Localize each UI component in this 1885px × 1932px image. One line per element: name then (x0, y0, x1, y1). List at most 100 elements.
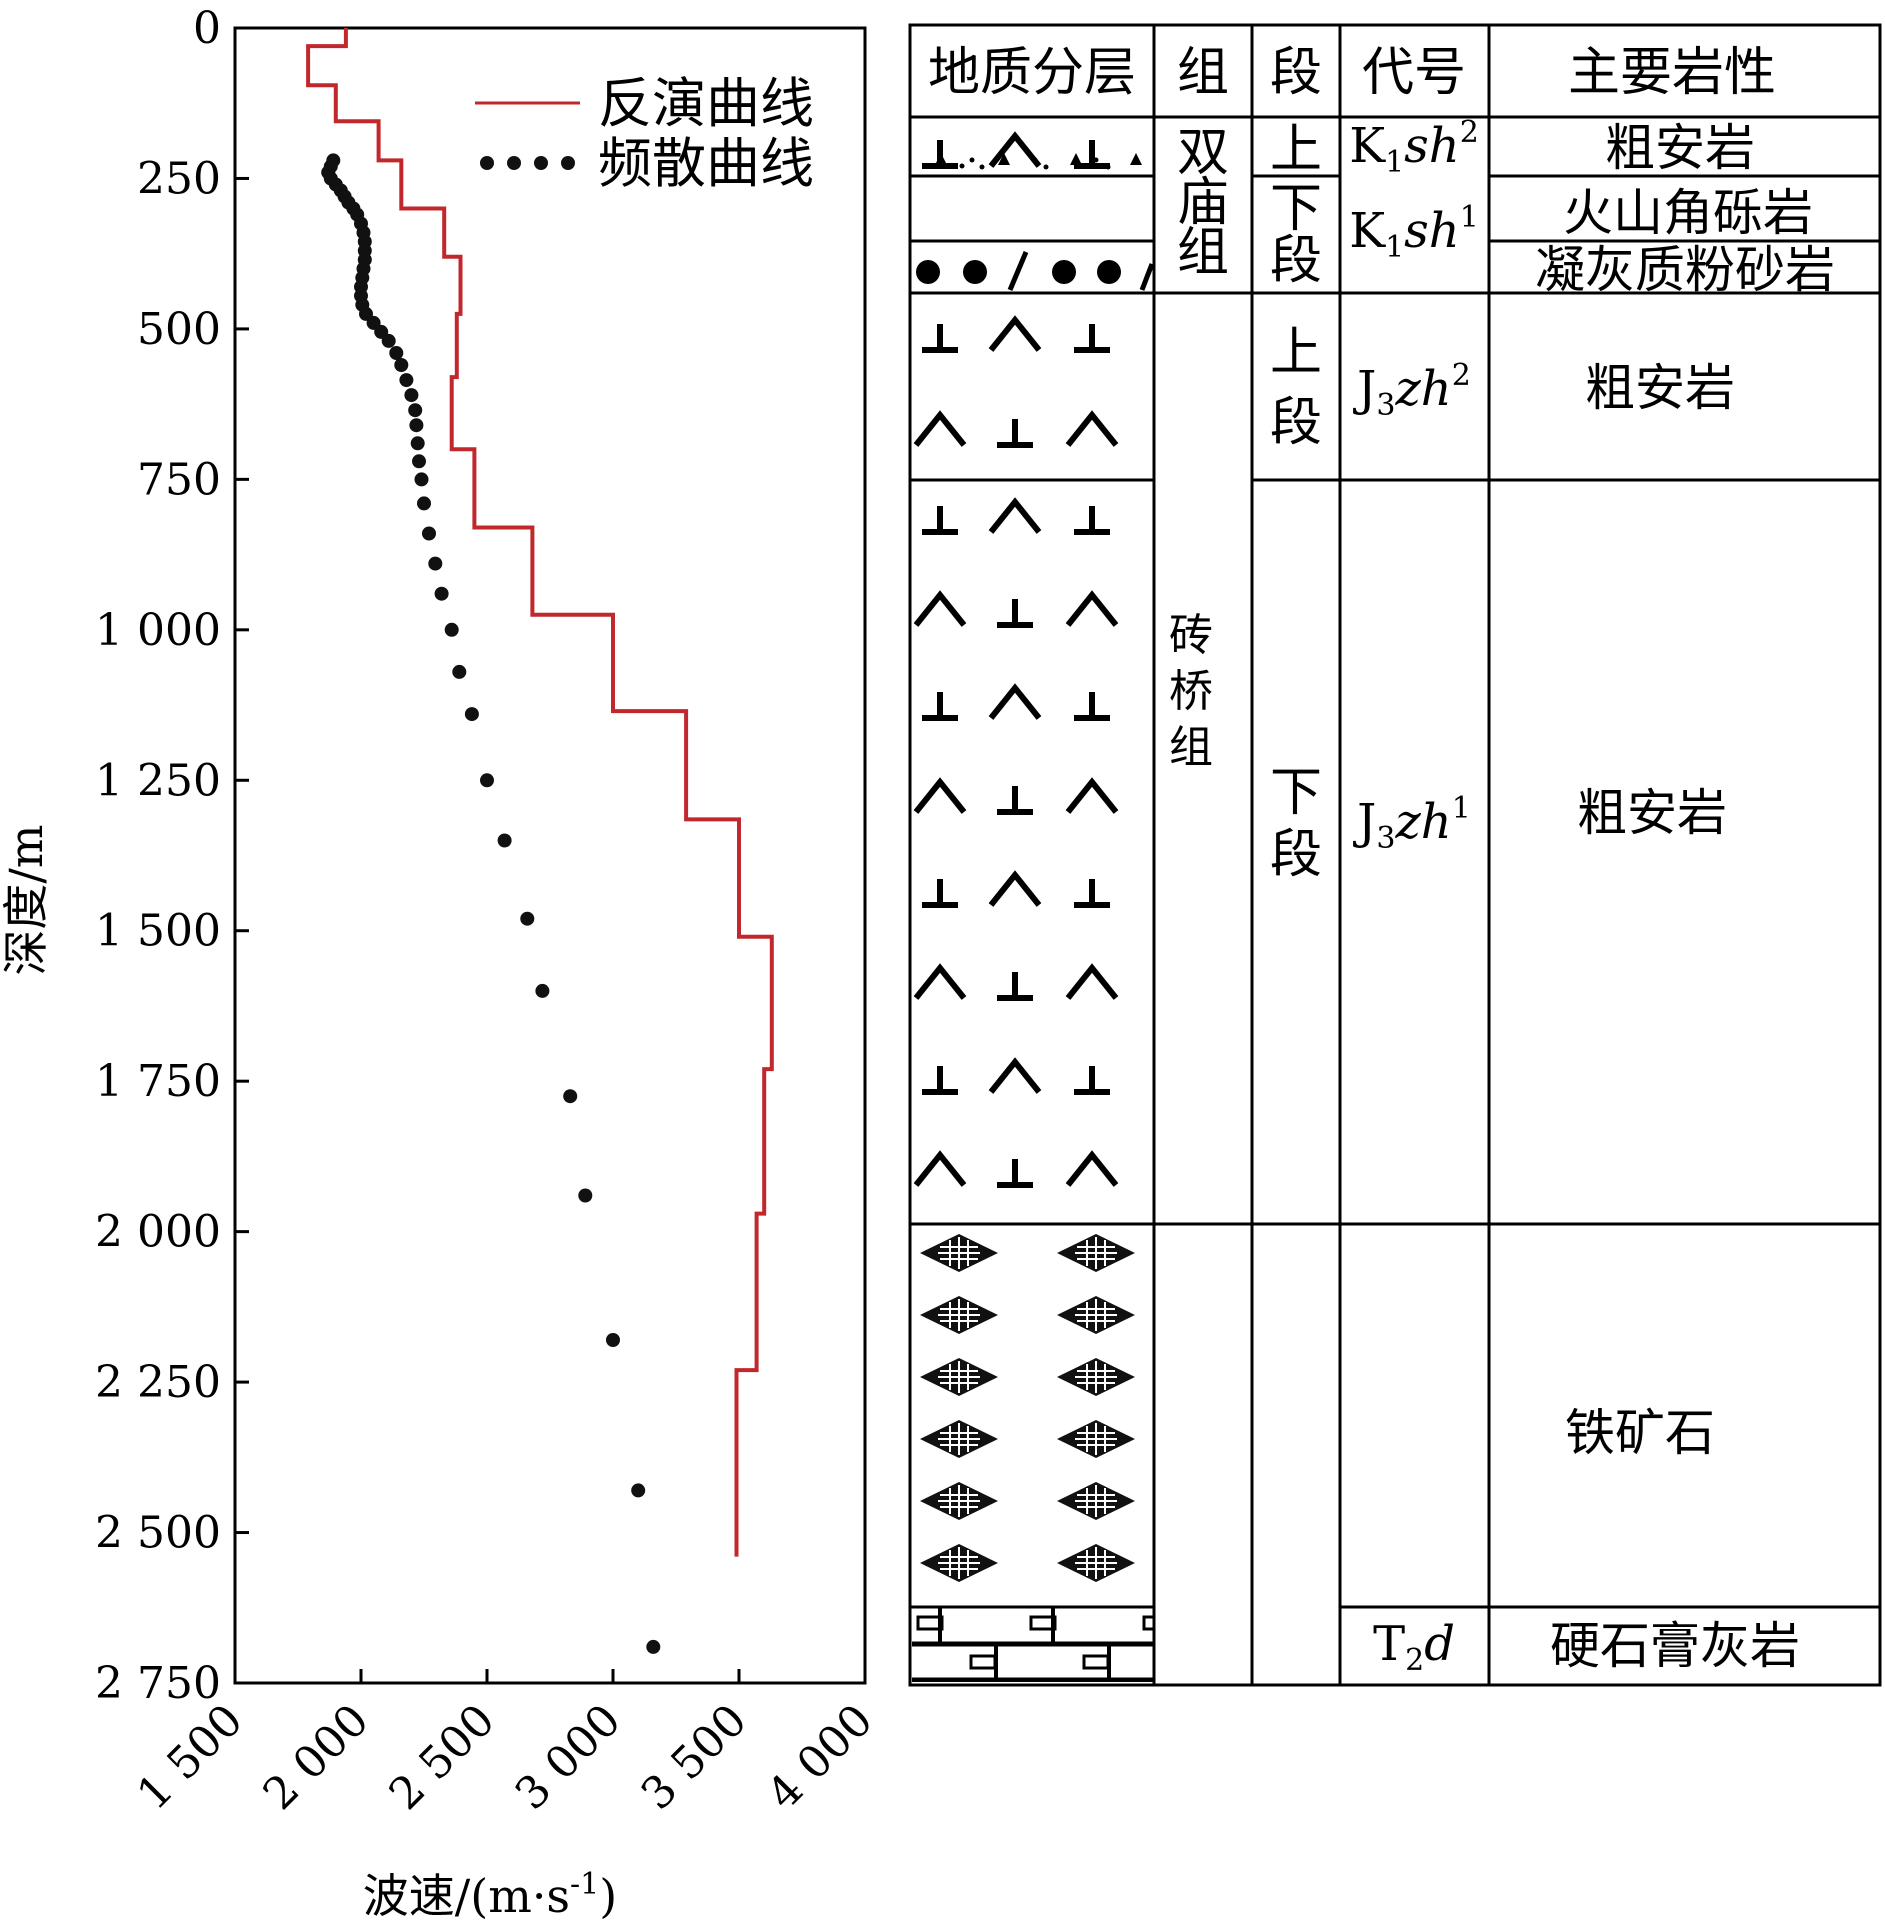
code-k1sh2: K1sh2 (1349, 115, 1479, 180)
perp-symbol (997, 419, 1033, 448)
trachyandesite-symbols-j3zh2 (913, 315, 1119, 448)
y-axis-ticks: 0 250 500 750 1 000 1 250 1 500 1 750 2 000 2 250… (95, 3, 249, 1709)
x-axis-label: 波速/(m·s-1) (363, 1867, 617, 1923)
series-dots (321, 153, 661, 1654)
stacked-char: 砖 (1169, 610, 1213, 661)
lithology-row-4: 粗安岩 (1585, 359, 1735, 417)
caret-symbol (988, 1057, 1042, 1094)
caret-symbol (1065, 777, 1119, 814)
dispersion-point (434, 586, 449, 601)
plot-frame (233, 26, 867, 1685)
caret-symbol (988, 131, 1042, 168)
code-main: J (1352, 794, 1376, 850)
dispersion-point (520, 911, 535, 926)
dispersion-point (412, 454, 426, 469)
table-grid (908, 23, 1882, 1687)
caret-symbol (1065, 963, 1119, 1000)
stacked-char: 段 (1270, 231, 1322, 291)
code-subscript: 3 (1376, 388, 1395, 423)
lithology-row-6: 铁矿石 (1565, 1404, 1715, 1462)
perp-symbol (1074, 506, 1110, 535)
legend-label-dispersion: 频散曲线 (598, 132, 814, 195)
caret-symbol (913, 590, 967, 627)
perp-symbol (1074, 692, 1110, 721)
code-subscript: 1 (1385, 230, 1404, 265)
dispersion-point (464, 707, 479, 722)
code-italic: zh (1395, 361, 1452, 417)
perp-symbol (997, 972, 1033, 1001)
x-tick-label: 2 500 (380, 1695, 505, 1820)
trachyandesite-symbols-k1sh2 (922, 131, 1110, 169)
dispersion-point (381, 333, 396, 348)
y-tick-label: 0 (193, 3, 221, 54)
stacked-char: 上 (1270, 323, 1322, 383)
dispersion-point (414, 472, 429, 487)
perp-symbol (922, 324, 958, 353)
group-zhuanqiao: 砖桥组 (1169, 610, 1213, 773)
perp-symbol (997, 599, 1033, 628)
dispersion-point (452, 664, 467, 679)
section-j-lower: 下段 (1270, 763, 1322, 885)
perp-symbol (922, 879, 958, 908)
dispersion-point (394, 358, 409, 372)
code-italic: zh (1395, 794, 1452, 850)
y-tick-label: 1 750 (95, 1056, 221, 1107)
caret-symbol (913, 777, 967, 814)
code-subscript: 2 (1405, 1643, 1424, 1678)
header-geologic-layer: 地质分层 (928, 43, 1136, 103)
y-tick-label: 2 500 (95, 1508, 221, 1559)
perp-symbol (1074, 140, 1110, 169)
header-section: 段 (1270, 43, 1322, 103)
y-tick-label: 750 (137, 454, 221, 505)
stacked-char: 段 (1270, 825, 1322, 885)
legend: 反演曲线 频散曲线 (475, 72, 814, 195)
lithology-row-2: 火山角砾岩 (1563, 184, 1813, 242)
perp-symbol (997, 1159, 1033, 1188)
anhydrite-limestone-pattern-fill (912, 1607, 1154, 1682)
stacked-char: 组 (1177, 223, 1229, 283)
perp-symbol (922, 692, 958, 721)
caret-symbol (988, 315, 1042, 352)
y-tick-label: 250 (137, 153, 221, 204)
x-tick-label: 3 000 (506, 1695, 631, 1820)
dispersion-point (535, 983, 550, 998)
x-tick-label: 4 000 (758, 1695, 883, 1820)
dispersion-point (410, 436, 425, 451)
trachyandesite-symbols-j3zh1 (913, 497, 1119, 1188)
code-j3zh2: J3zh2 (1352, 358, 1471, 423)
code-subscript: 3 (1376, 821, 1395, 856)
dispersion-point (408, 403, 423, 418)
section-k-lower: 下段 (1270, 179, 1322, 291)
stacked-char: 双 (1177, 123, 1229, 183)
dispersion-point (646, 1639, 661, 1654)
dispersion-point (422, 526, 436, 541)
section-k-upper: 上 (1270, 120, 1322, 180)
caret-symbol (988, 497, 1042, 534)
y-tick-label: 2 000 (95, 1207, 221, 1258)
code-j3zh1: J3zh1 (1352, 791, 1471, 856)
code-italic: d (1424, 1616, 1455, 1672)
stacked-char: 桥 (1169, 666, 1213, 717)
header-lithology: 主要岩性 (1568, 43, 1776, 103)
x-tick-label: 3 500 (632, 1695, 757, 1820)
code-t2d: T2d (1373, 1616, 1455, 1678)
perp-symbol (1074, 1066, 1110, 1095)
code-superscript: 2 (1452, 358, 1471, 393)
code-main: T (1373, 1616, 1405, 1672)
perp-symbol (997, 786, 1033, 815)
y-tick-label: 1 500 (95, 906, 221, 957)
legend-label-inversion: 反演曲线 (598, 72, 814, 135)
dispersion-point (578, 1188, 593, 1203)
y-tick-label: 2 750 (95, 1658, 221, 1709)
dispersion-point (497, 833, 512, 848)
dispersion-point (389, 346, 404, 360)
caret-symbol (913, 963, 967, 1000)
series-lines (306, 28, 774, 1557)
dispersion-point (417, 496, 431, 511)
y-tick-label: 2 250 (95, 1357, 221, 1408)
dispersion-point (480, 773, 494, 788)
x-tick-label: 2 000 (254, 1695, 379, 1820)
stacked-char: 庙 (1177, 173, 1229, 233)
code-superscript: 2 (1460, 115, 1479, 150)
code-italic: sh (1404, 203, 1460, 259)
